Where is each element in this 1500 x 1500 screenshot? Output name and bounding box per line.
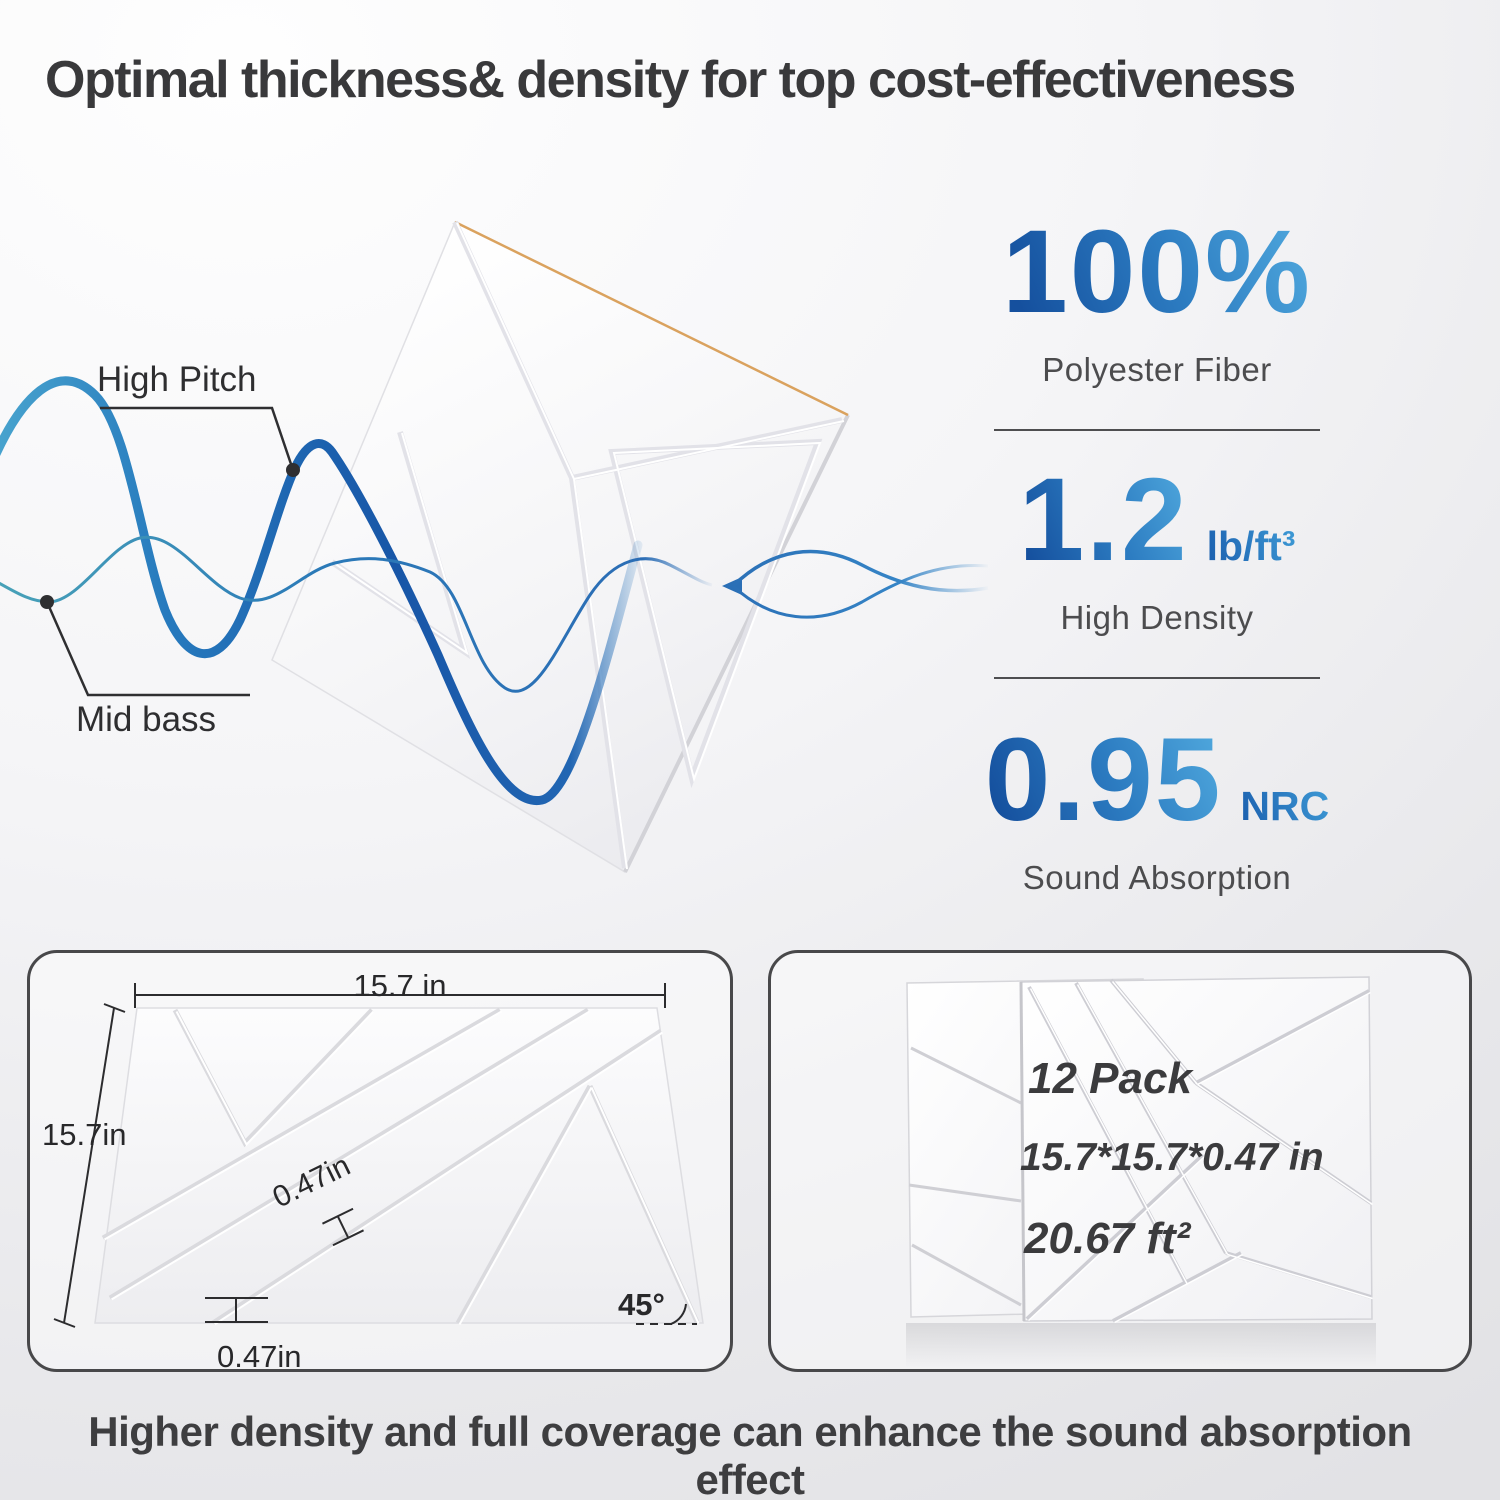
- stat-value: 100%: [1002, 206, 1312, 338]
- stat-label: High Density: [1060, 599, 1254, 636]
- pack-total-area: 20.67 ft²: [1024, 1214, 1191, 1263]
- panel-height-label: 15.7in: [42, 1117, 127, 1152]
- panel-front-view: [94, 1007, 704, 1324]
- bevel-angle-label: 45°: [618, 1287, 665, 1322]
- hero-illustration: [0, 220, 989, 874]
- panel-reflection: [906, 1323, 1376, 1367]
- attenuated-wave-upper: [731, 549, 989, 593]
- groove-depth-marker: [322, 1207, 364, 1247]
- mid-bass-callout-dot: [40, 595, 54, 609]
- panel-orange-edge: [454, 220, 849, 417]
- panel-front: [1019, 976, 1373, 1324]
- stat-high-density: 1.2 lb/ft³ High Density: [1019, 461, 1296, 637]
- panel-groove-highlights: [333, 222, 845, 870]
- panel-groove-highlights: [104, 1010, 700, 1326]
- mid-bass-wave: [0, 535, 713, 693]
- stat-value: 0.95: [984, 714, 1223, 846]
- pack-info-box: 12 Pack 15.7*15.7*0.47 in 20.67 ft²: [768, 950, 1472, 1372]
- stat-value-row: 0.95 NRC: [985, 721, 1330, 839]
- high-pitch-callout-dot: [286, 463, 300, 477]
- high-pitch-label: High Pitch: [97, 360, 257, 399]
- panel-shadow-edge: [623, 414, 850, 873]
- thickness-marker: [205, 1297, 268, 1323]
- stats-column: 100% Polyester Fiber 1.2 lb/ft³ High Den…: [962, 205, 1352, 897]
- stat-value-row: 100%: [1002, 213, 1312, 331]
- stat-value: 1.2: [1018, 454, 1189, 586]
- panel-dimension-diagram: [53, 983, 704, 1328]
- stats-divider: [994, 677, 1320, 679]
- pack-panel-size: 15.7*15.7*0.47 in: [1020, 1136, 1324, 1179]
- panel-width-label: 15.7 in: [353, 968, 447, 1003]
- panel-thickness-label: 0.47in: [217, 1339, 302, 1374]
- attenuated-wave-lower: [731, 563, 989, 619]
- mid-bass-callout-line: [45, 601, 250, 697]
- pack-count: 12 Pack: [1028, 1054, 1192, 1103]
- dimension-diagram-box: 15.7 in 15.7in 0.47in 0.47in 45°: [27, 950, 733, 1374]
- page-title: Optimal thickness& density for top cost-…: [45, 51, 1296, 109]
- stat-unit: lb/ft³: [1206, 523, 1296, 569]
- stat-polyester-fiber: 100% Polyester Fiber: [1002, 213, 1312, 389]
- high-pitch-callout-line: [100, 406, 295, 471]
- stat-value-row: 1.2 lb/ft³: [1019, 461, 1296, 579]
- angle-arc: [670, 1303, 687, 1325]
- stat-sound-absorption: 0.95 NRC Sound Absorption: [985, 721, 1330, 897]
- stat-unit: NRC: [1240, 783, 1330, 829]
- stat-label: Polyester Fiber: [1042, 351, 1272, 388]
- dimension-lines: [53, 983, 697, 1328]
- bottom-caption: Higher density and full coverage can enh…: [88, 1408, 1412, 1500]
- stats-divider: [994, 429, 1320, 431]
- pack-panels-illustration: [906, 976, 1376, 1367]
- wave-callouts: [40, 406, 300, 697]
- mid-bass-label: Mid bass: [76, 700, 217, 739]
- acoustic-panel-3d: [271, 220, 850, 874]
- stat-label: Sound Absorption: [1022, 859, 1292, 896]
